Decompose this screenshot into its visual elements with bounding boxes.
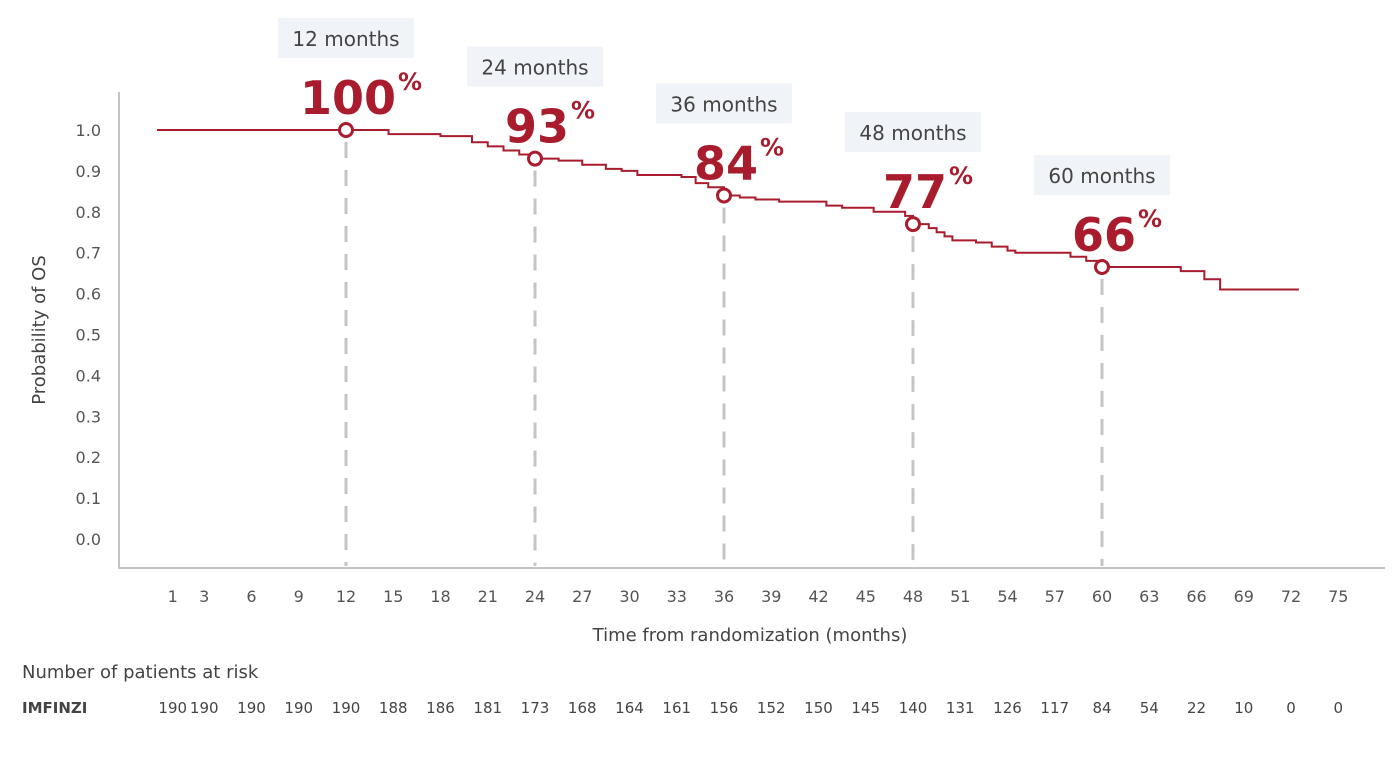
x-tick-label: 12 xyxy=(336,587,356,606)
x-tick-label: 21 xyxy=(478,587,498,606)
risk-value: 152 xyxy=(757,699,786,717)
axes xyxy=(118,92,1385,569)
risk-value: 126 xyxy=(993,699,1022,717)
x-tick-label: 63 xyxy=(1139,587,1159,606)
y-tick-label: 0.5 xyxy=(76,326,101,345)
percent-sign: % xyxy=(571,97,595,125)
risk-value: 140 xyxy=(899,699,928,717)
x-axis-label: Time from randomization (months) xyxy=(592,625,908,646)
month-label: 12 months xyxy=(292,27,399,51)
y-tick-label: 0.2 xyxy=(76,448,101,467)
risk-value: 190 xyxy=(237,699,266,717)
month-label-box xyxy=(467,46,603,87)
x-tick-label: 54 xyxy=(997,587,1017,606)
y-tick-label: 0.1 xyxy=(76,489,101,508)
marker-point xyxy=(716,187,732,204)
x-tick-label: 66 xyxy=(1186,587,1206,606)
risk-value: 150 xyxy=(804,699,833,717)
y-tick-label: 1.0 xyxy=(76,121,101,140)
x-tick-label: 60 xyxy=(1092,587,1112,606)
risk-value: 117 xyxy=(1040,699,1069,717)
risk-value: 190 xyxy=(332,699,361,717)
risk-value: 190 xyxy=(158,699,187,717)
y-tick-label: 0.9 xyxy=(76,162,101,181)
percent-sign: % xyxy=(760,133,784,161)
x-tick-label: 57 xyxy=(1045,587,1065,606)
x-tick-label: 36 xyxy=(714,587,734,606)
month-label: 48 months xyxy=(859,121,966,145)
risk-value: 131 xyxy=(946,699,975,717)
risk-value: 156 xyxy=(710,699,739,717)
month-label-box xyxy=(1034,155,1170,196)
month-label-box xyxy=(656,83,792,124)
risk-value: 161 xyxy=(662,699,691,717)
risk-value: 173 xyxy=(521,699,550,717)
x-tick-label: 27 xyxy=(572,587,592,606)
y-tick-label: 0.8 xyxy=(76,203,101,222)
y-axis-label: Probability of OS xyxy=(29,255,50,405)
risk-values: 190 190 190 190 190 188 186 181 173 168 164 161 156 1… xyxy=(158,699,1343,717)
risk-value: 164 xyxy=(615,699,644,717)
marker-point xyxy=(527,150,543,167)
annotations: 12 months 100 % 24 months 93% 36 months 84 % 48 … xyxy=(278,18,1170,276)
x-tick-label: 69 xyxy=(1234,587,1254,606)
risk-value: 181 xyxy=(473,699,502,717)
risk-table-title: Number of patients at risk xyxy=(22,662,259,683)
x-tick-label: 75 xyxy=(1328,587,1348,606)
risk-value: 168 xyxy=(568,699,597,717)
x-tick-label: 18 xyxy=(430,587,450,606)
x-tick-label: 24 xyxy=(525,587,545,606)
survival-percent: 66 xyxy=(1072,208,1136,262)
x-tick-label: 45 xyxy=(856,587,876,606)
month-label-box xyxy=(845,112,981,153)
x-tick-label: 1 xyxy=(168,587,178,606)
month-label-box xyxy=(278,18,414,58)
marker-point xyxy=(338,122,354,138)
x-tick-label: 72 xyxy=(1281,587,1301,606)
risk-value: 190 xyxy=(190,699,219,717)
marker-point xyxy=(1094,259,1110,276)
risk-value: 54 xyxy=(1140,699,1159,717)
y-tick-label: 0.3 xyxy=(76,407,101,426)
marker-point xyxy=(905,216,921,233)
risk-value: 188 xyxy=(379,699,408,717)
month-label: 36 months xyxy=(670,92,777,116)
risk-value: 84 xyxy=(1092,699,1111,717)
percent-sign: % xyxy=(398,68,422,96)
x-tick-label: 33 xyxy=(667,587,687,606)
x-tick-label: 9 xyxy=(294,587,304,606)
y-tick-label: 0.4 xyxy=(76,366,101,385)
risk-value: 0 xyxy=(1333,699,1343,717)
x-tick-label: 30 xyxy=(619,587,639,606)
risk-value: 190 xyxy=(284,699,313,717)
y-ticks: 0.0 0.1 0.2 0.3 0.4 0.5 0.6 0.7 0.8 0.9 1.0 xyxy=(76,121,101,549)
month-label: 60 months xyxy=(1048,164,1155,188)
y-tick-label: 0.6 xyxy=(76,285,101,304)
y-tick-label: 0.0 xyxy=(76,530,101,549)
x-tick-label: 39 xyxy=(761,587,781,606)
risk-value: 186 xyxy=(426,699,455,717)
survival-percent: 77 xyxy=(883,165,947,219)
percent-sign: % xyxy=(1138,205,1162,233)
risk-row-name: IMFINZI xyxy=(22,699,87,717)
x-tick-label: 15 xyxy=(383,587,403,606)
survival-percent: 84 xyxy=(694,136,758,190)
y-tick-label: 0.7 xyxy=(76,244,101,263)
x-ticks: 1 3 6 9 12 15 18 21 24 27 30 33 36 39 42 45 48 51 54 57 60 63… xyxy=(168,587,1349,606)
month-label: 24 months xyxy=(481,56,588,80)
survival-percent: 100 xyxy=(300,71,396,125)
x-tick-label: 6 xyxy=(246,587,256,606)
x-tick-label: 51 xyxy=(950,587,970,606)
risk-value: 22 xyxy=(1187,699,1206,717)
risk-value: 10 xyxy=(1234,699,1253,717)
risk-value: 145 xyxy=(851,699,880,717)
guide-lines xyxy=(344,142,1104,566)
percent-sign: % xyxy=(949,162,973,190)
x-tick-label: 3 xyxy=(199,587,209,606)
x-tick-label: 48 xyxy=(903,587,923,606)
risk-value: 0 xyxy=(1286,699,1296,717)
x-tick-label: 42 xyxy=(808,587,828,606)
survival-percent: 93 xyxy=(505,100,569,154)
